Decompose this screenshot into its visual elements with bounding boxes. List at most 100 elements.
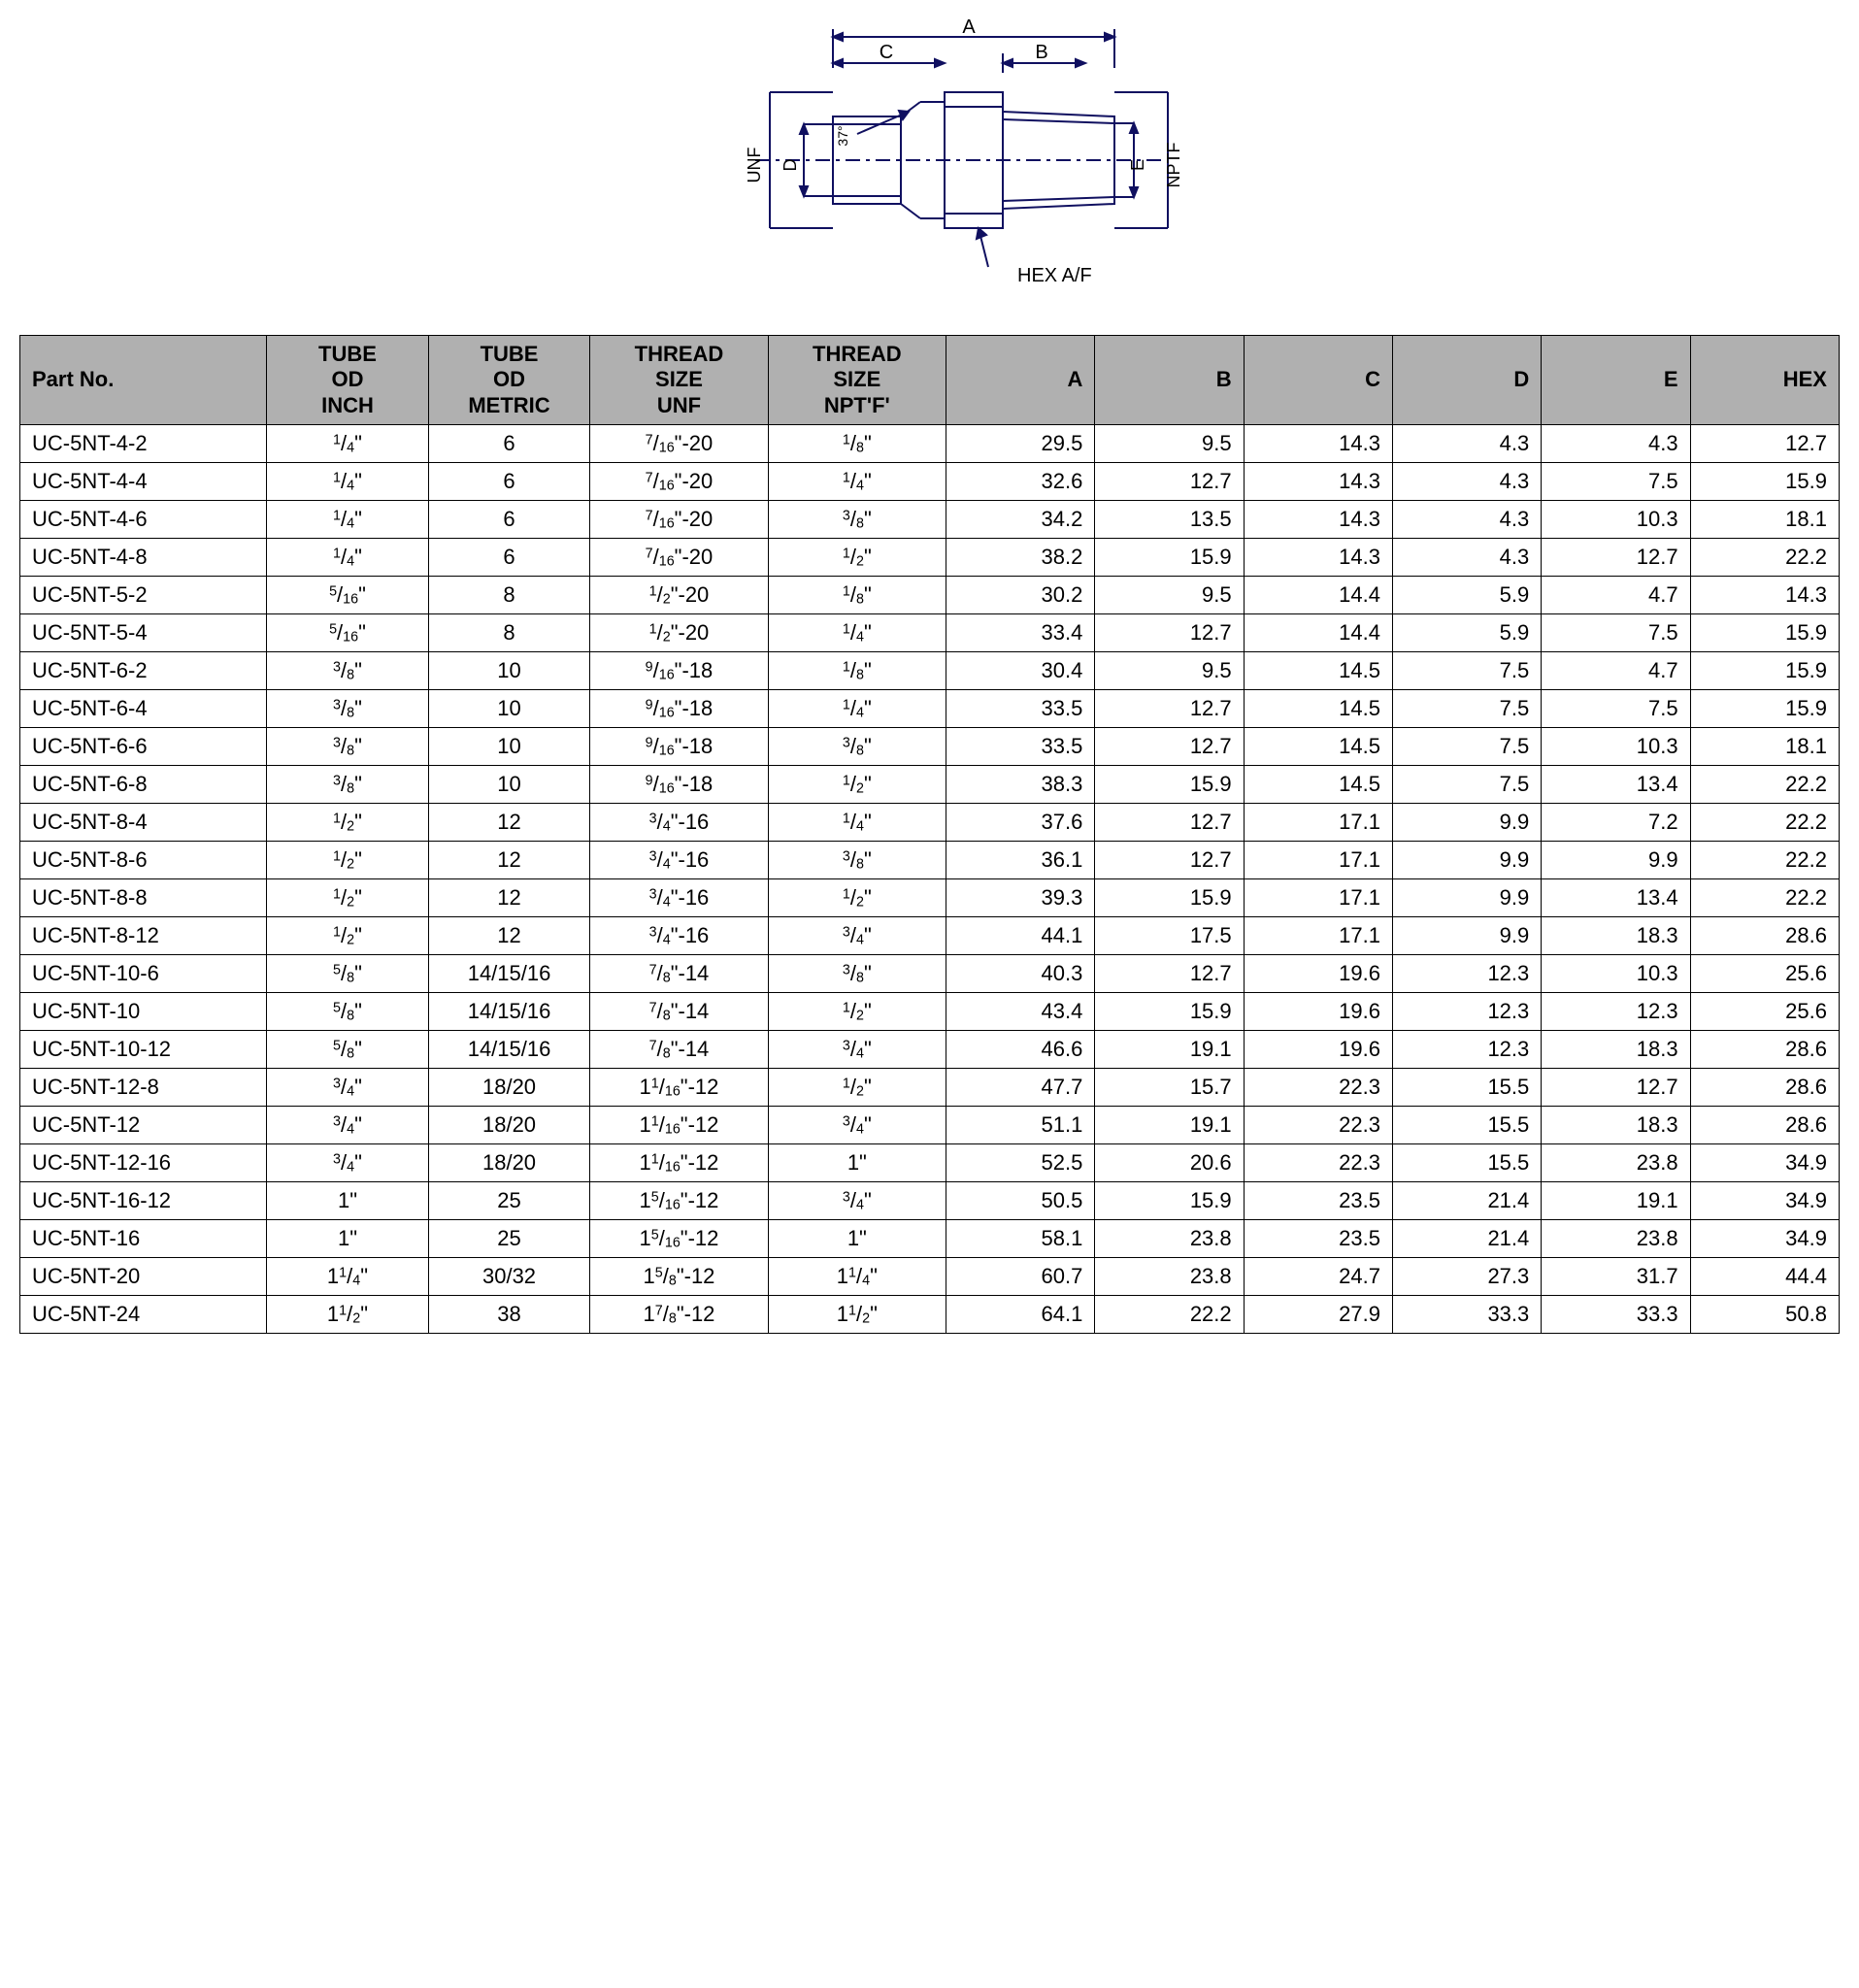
cell-unf: 9/16"-18: [590, 652, 768, 690]
cell-E: 10.3: [1542, 728, 1690, 766]
cell-A: 46.6: [946, 1031, 1095, 1069]
cell-tube_in: 1/4": [267, 425, 429, 463]
table-row: UC-5NT-5-45/16"81/2"-201/4"33.412.714.45…: [20, 614, 1840, 652]
cell-E: 13.4: [1542, 766, 1690, 804]
cell-part: UC-5NT-6-2: [20, 652, 267, 690]
cell-npt: 1/2": [768, 539, 946, 577]
table-row: UC-5NT-161"2515/16"-121"58.123.823.521.4…: [20, 1220, 1840, 1258]
cell-D: 4.3: [1392, 425, 1541, 463]
cell-part: UC-5NT-8-4: [20, 804, 267, 842]
cell-E: 9.9: [1542, 842, 1690, 879]
cell-B: 15.9: [1095, 993, 1244, 1031]
cell-A: 64.1: [946, 1296, 1095, 1334]
cell-tube_in: 5/16": [267, 577, 429, 614]
cell-E: 33.3: [1542, 1296, 1690, 1334]
cell-C: 17.1: [1244, 804, 1392, 842]
col-header-B: B: [1095, 336, 1244, 425]
cell-HEX: 14.3: [1690, 577, 1839, 614]
cell-unf: 7/16"-20: [590, 425, 768, 463]
cell-E: 4.3: [1542, 425, 1690, 463]
cell-unf: 11/16"-12: [590, 1069, 768, 1107]
cell-HEX: 22.2: [1690, 842, 1839, 879]
cell-npt: 1/2": [768, 993, 946, 1031]
cell-tube_mm: 10: [428, 690, 590, 728]
cell-A: 34.2: [946, 501, 1095, 539]
cell-HEX: 22.2: [1690, 879, 1839, 917]
cell-npt: 11/4": [768, 1258, 946, 1296]
cell-part: UC-5NT-8-12: [20, 917, 267, 955]
table-row: UC-5NT-6-23/8"109/16"-181/8"30.49.514.57…: [20, 652, 1840, 690]
cell-tube_in: 5/8": [267, 1031, 429, 1069]
cell-B: 23.8: [1095, 1258, 1244, 1296]
cell-E: 12.7: [1542, 1069, 1690, 1107]
cell-D: 9.9: [1392, 842, 1541, 879]
cell-unf: 7/8"-14: [590, 1031, 768, 1069]
cell-A: 47.7: [946, 1069, 1095, 1107]
cell-tube_mm: 18/20: [428, 1107, 590, 1144]
svg-text:E: E: [1128, 159, 1147, 171]
cell-tube_in: 1/2": [267, 879, 429, 917]
cell-tube_in: 3/8": [267, 652, 429, 690]
cell-B: 15.7: [1095, 1069, 1244, 1107]
cell-npt: 1/4": [768, 690, 946, 728]
cell-HEX: 28.6: [1690, 1107, 1839, 1144]
cell-B: 9.5: [1095, 425, 1244, 463]
cell-HEX: 15.9: [1690, 690, 1839, 728]
cell-E: 18.3: [1542, 1107, 1690, 1144]
cell-C: 22.3: [1244, 1069, 1392, 1107]
cell-A: 60.7: [946, 1258, 1095, 1296]
cell-B: 12.7: [1095, 804, 1244, 842]
cell-unf: 15/8"-12: [590, 1258, 768, 1296]
cell-tube_in: 3/4": [267, 1107, 429, 1144]
cell-C: 19.6: [1244, 993, 1392, 1031]
cell-part: UC-5NT-4-2: [20, 425, 267, 463]
cell-tube_in: 1/2": [267, 917, 429, 955]
cell-npt: 1/2": [768, 879, 946, 917]
cell-unf: 7/16"-20: [590, 501, 768, 539]
cell-B: 9.5: [1095, 652, 1244, 690]
cell-D: 12.3: [1392, 993, 1541, 1031]
col-header-A: A: [946, 336, 1095, 425]
cell-D: 4.3: [1392, 539, 1541, 577]
cell-unf: 15/16"-12: [590, 1182, 768, 1220]
cell-D: 4.3: [1392, 463, 1541, 501]
cell-A: 33.5: [946, 728, 1095, 766]
cell-E: 7.5: [1542, 463, 1690, 501]
cell-tube_in: 3/4": [267, 1144, 429, 1182]
cell-HEX: 18.1: [1690, 728, 1839, 766]
table-row: UC-5NT-4-81/4"67/16"-201/2"38.215.914.34…: [20, 539, 1840, 577]
table-row: UC-5NT-4-41/4"67/16"-201/4"32.612.714.34…: [20, 463, 1840, 501]
cell-HEX: 28.6: [1690, 1031, 1839, 1069]
cell-npt: 3/8": [768, 842, 946, 879]
cell-A: 38.2: [946, 539, 1095, 577]
svg-text:D: D: [780, 159, 800, 172]
cell-tube_in: 5/8": [267, 955, 429, 993]
table-row: UC-5NT-6-83/8"109/16"-181/2"38.315.914.5…: [20, 766, 1840, 804]
table-row: UC-5NT-16-121"2515/16"-123/4"50.515.923.…: [20, 1182, 1840, 1220]
cell-HEX: 18.1: [1690, 501, 1839, 539]
cell-D: 5.9: [1392, 614, 1541, 652]
cell-npt: 1/8": [768, 652, 946, 690]
cell-A: 43.4: [946, 993, 1095, 1031]
cell-A: 39.3: [946, 879, 1095, 917]
cell-E: 23.8: [1542, 1144, 1690, 1182]
cell-HEX: 34.9: [1690, 1182, 1839, 1220]
table-body: UC-5NT-4-21/4"67/16"-201/8"29.59.514.34.…: [20, 425, 1840, 1334]
cell-unf: 3/4"-16: [590, 917, 768, 955]
cell-C: 23.5: [1244, 1220, 1392, 1258]
cell-part: UC-5NT-20: [20, 1258, 267, 1296]
cell-C: 19.6: [1244, 955, 1392, 993]
cell-HEX: 34.9: [1690, 1220, 1839, 1258]
cell-B: 20.6: [1095, 1144, 1244, 1182]
cell-D: 12.3: [1392, 955, 1541, 993]
cell-unf: 9/16"-18: [590, 690, 768, 728]
cell-part: UC-5NT-4-8: [20, 539, 267, 577]
cell-C: 14.5: [1244, 766, 1392, 804]
cell-unf: 11/16"-12: [590, 1144, 768, 1182]
table-row: UC-5NT-105/8"14/15/167/8"-141/2"43.415.9…: [20, 993, 1840, 1031]
cell-E: 7.5: [1542, 690, 1690, 728]
cell-tube_in: 5/16": [267, 614, 429, 652]
col-header-npt: THREADSIZENPT'F': [768, 336, 946, 425]
cell-B: 12.7: [1095, 955, 1244, 993]
cell-A: 32.6: [946, 463, 1095, 501]
